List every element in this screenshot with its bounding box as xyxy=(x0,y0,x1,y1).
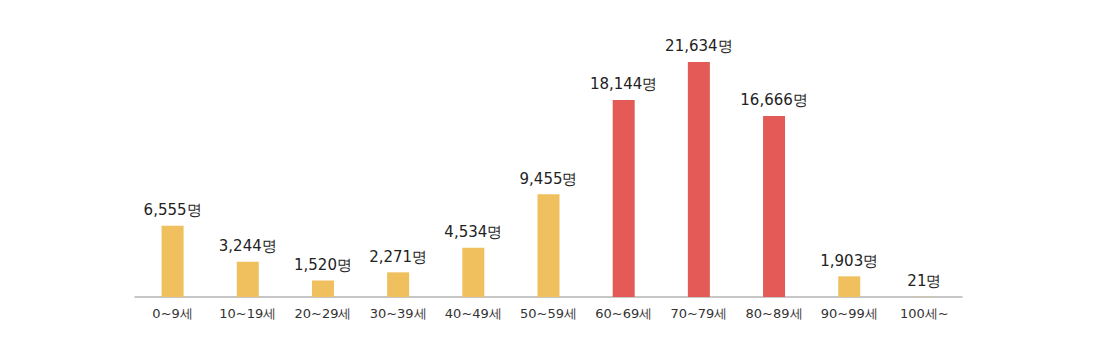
svg-text:70~79세: 70~79세 xyxy=(670,306,727,321)
svg-text:0~9세: 0~9세 xyxy=(152,306,192,321)
svg-text:10~19세: 10~19세 xyxy=(219,306,276,321)
svg-text:9,455명: 9,455명 xyxy=(520,170,578,188)
svg-text:30~39세: 30~39세 xyxy=(370,306,427,321)
svg-text:21명: 21명 xyxy=(907,272,941,290)
svg-text:1,903명: 1,903명 xyxy=(820,252,878,270)
svg-text:100세~: 100세~ xyxy=(900,306,949,321)
svg-text:21,634명: 21,634명 xyxy=(665,37,733,55)
svg-text:18,144명: 18,144명 xyxy=(590,75,658,93)
svg-text:40~49세: 40~49세 xyxy=(445,306,502,321)
svg-text:1,520명: 1,520명 xyxy=(294,256,352,274)
svg-text:50~59세: 50~59세 xyxy=(520,306,577,321)
svg-text:80~89세: 80~89세 xyxy=(746,306,803,321)
svg-text:3,244명: 3,244명 xyxy=(219,237,277,255)
svg-text:2,271명: 2,271명 xyxy=(369,248,427,266)
svg-text:60~69세: 60~69세 xyxy=(595,306,652,321)
svg-text:4,534명: 4,534명 xyxy=(444,223,502,241)
svg-text:6,555명: 6,555명 xyxy=(144,201,202,219)
svg-text:20~29세: 20~29세 xyxy=(294,306,351,321)
svg-text:90~99세: 90~99세 xyxy=(821,306,878,321)
svg-text:16,666명: 16,666명 xyxy=(740,91,808,109)
